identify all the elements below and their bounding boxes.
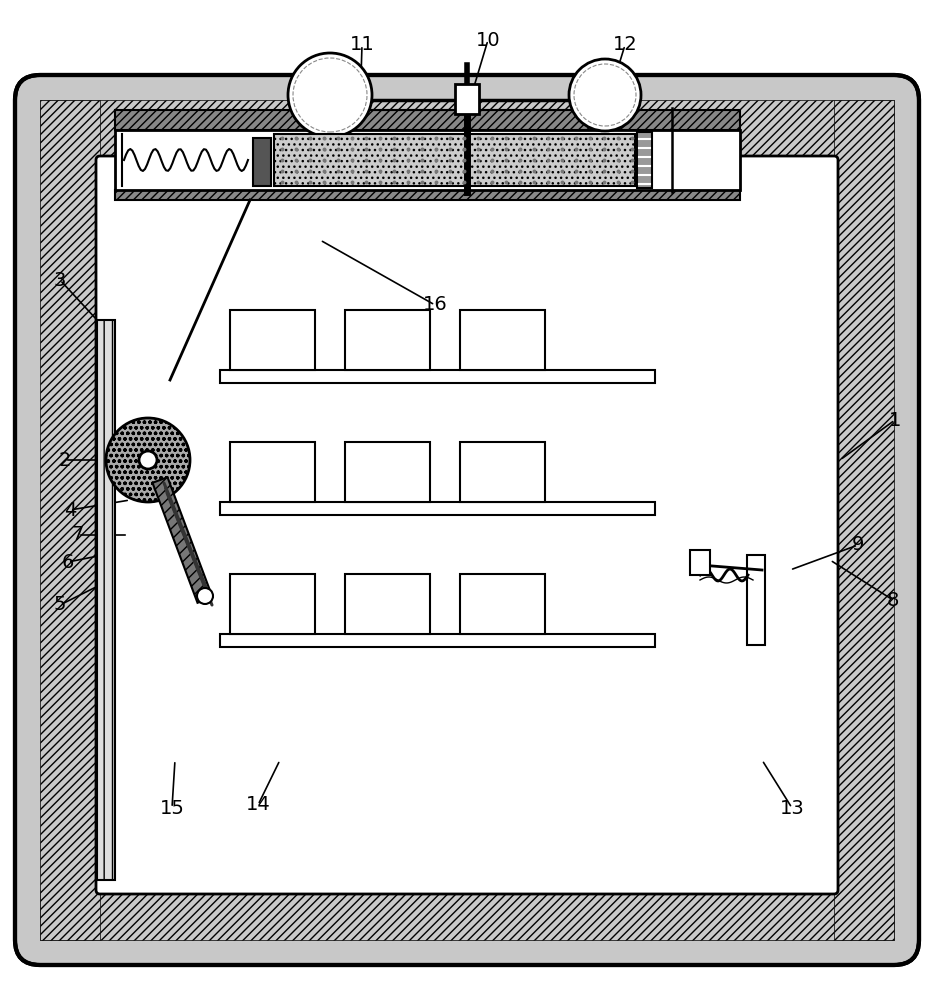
Text: 4: 4 [64, 500, 77, 520]
FancyBboxPatch shape [96, 156, 838, 894]
FancyBboxPatch shape [15, 75, 919, 965]
Bar [220, 502, 655, 515]
Bar [274, 134, 635, 186]
Circle shape [569, 59, 641, 131]
Bar [834, 100, 894, 940]
Circle shape [293, 58, 367, 132]
Bar [230, 574, 315, 634]
Bar [40, 890, 894, 940]
Text: 6: 6 [62, 552, 74, 572]
Polygon shape [152, 477, 213, 603]
Bar [345, 442, 430, 502]
Text: 2: 2 [59, 450, 71, 470]
Bar [455, 84, 479, 114]
Bar [690, 550, 710, 575]
Bar [253, 138, 271, 186]
Text: 8: 8 [886, 590, 899, 609]
Bar [747, 555, 765, 645]
Bar [230, 442, 315, 502]
Bar [220, 370, 655, 383]
Bar [345, 310, 430, 370]
Bar [115, 110, 740, 130]
Bar [637, 132, 652, 188]
Text: 10: 10 [475, 30, 501, 49]
Text: 11: 11 [349, 35, 375, 54]
Text: 14: 14 [246, 796, 270, 814]
Bar [115, 130, 740, 190]
Bar [115, 190, 740, 200]
Bar [40, 100, 100, 940]
Text: 16: 16 [422, 296, 447, 314]
Text: 3: 3 [54, 270, 66, 290]
Bar [220, 634, 655, 647]
Bar [97, 320, 115, 880]
Text: 12: 12 [613, 35, 637, 54]
Circle shape [574, 64, 636, 126]
Circle shape [288, 53, 372, 137]
Text: 15: 15 [160, 798, 184, 818]
Text: 7: 7 [72, 526, 84, 544]
Bar [345, 574, 430, 634]
Bar [460, 442, 545, 502]
Bar [40, 100, 894, 160]
Text: 5: 5 [54, 595, 66, 614]
Bar [230, 310, 315, 370]
Circle shape [197, 588, 213, 604]
Text: 1: 1 [889, 410, 901, 430]
Bar [460, 574, 545, 634]
Text: 13: 13 [780, 798, 804, 818]
Circle shape [106, 418, 190, 502]
Bar [460, 310, 545, 370]
Circle shape [139, 451, 157, 469]
Text: 9: 9 [852, 536, 864, 554]
